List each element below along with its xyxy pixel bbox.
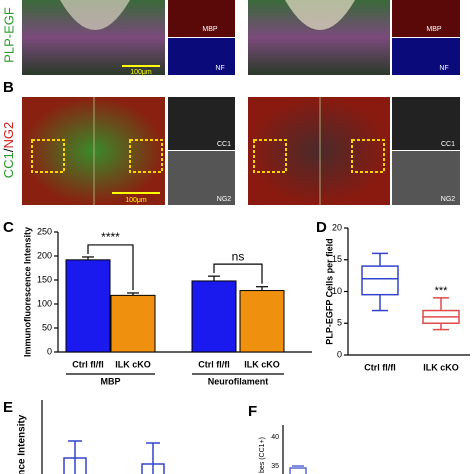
y-tick-label: 15 <box>332 254 342 264</box>
panel-ylabel: CC1/NG2 <box>1 122 16 178</box>
inset-label: NF <box>439 65 448 72</box>
inset-label: NG2 <box>441 196 456 203</box>
panel-ylabel: PLP-EGF <box>1 7 16 63</box>
panel-label: C <box>3 219 14 236</box>
inset-ng2 <box>392 151 460 205</box>
inset-label: CC1 <box>217 141 231 148</box>
inset-nf <box>168 38 235 75</box>
inset-mbp <box>392 0 460 37</box>
x-tick-label: ILK cKO <box>115 359 151 369</box>
y-tick-label: 0 <box>337 349 342 359</box>
y-tick-label: 100 <box>37 298 52 308</box>
axis-label: ence Intensity <box>17 414 28 474</box>
inset-label: NG2 <box>217 196 232 203</box>
inset-label: NF <box>215 65 224 72</box>
y-tick-label: 10 <box>332 286 342 296</box>
box <box>361 265 399 296</box>
box <box>289 467 307 474</box>
roi-box <box>31 139 65 173</box>
inset-cc1 <box>392 97 460 150</box>
y-tick-label: 0 <box>47 346 52 356</box>
inset-label: MBP <box>202 26 218 33</box>
y-tick-label: 150 <box>37 274 52 284</box>
scale-label: 100μm <box>130 69 152 76</box>
significance-label: ns <box>232 249 245 263</box>
panel-label: F <box>248 403 257 420</box>
bar <box>110 294 156 353</box>
roi-box <box>351 139 385 173</box>
x-tick-label: ILK cKO <box>244 359 280 369</box>
significance-bracket <box>87 244 134 290</box>
group-label: Neurofilament <box>208 376 269 386</box>
axis-label: bes (CC1+) <box>259 437 266 473</box>
y-tick-label: 5 <box>337 318 342 328</box>
axis-label: Immunofluorescence Intensity <box>22 227 32 357</box>
inset-nf <box>392 38 460 75</box>
y-tick-label: 200 <box>37 250 52 260</box>
ylabel-sep: / <box>1 148 16 152</box>
box <box>63 457 87 474</box>
micrograph <box>248 97 390 205</box>
ylabel-cc1: CC1 <box>1 152 16 178</box>
significance-label: **** <box>101 230 120 244</box>
micrograph-region <box>60 0 130 30</box>
inset-label: CC1 <box>441 141 455 148</box>
bar <box>65 259 111 353</box>
inset-mbp <box>168 0 235 37</box>
panel-label: B <box>3 79 14 96</box>
group-label: MBP <box>101 376 121 386</box>
y-tick-label: 20 <box>332 222 342 232</box>
y-tick-label: 50 <box>42 322 52 332</box>
panel-label: E <box>3 399 13 416</box>
x-tick-label: Ctrl fl/fl <box>72 359 104 369</box>
box <box>141 463 165 474</box>
roi-box <box>129 139 163 173</box>
panel-a: 100μm MBP NF MBP NF PLP-EGF <box>1 0 460 76</box>
panel-f: F bes (CC1+) 40 35 <box>248 403 307 474</box>
y-tick-label: 250 <box>37 226 52 236</box>
significance-label: *** <box>435 285 449 297</box>
panel-b: B 100μm CC1 NG2 CC1 NG2 CC1/NG2 <box>1 79 460 205</box>
axis-label: PLP-EGFP Cells per field <box>324 238 334 344</box>
scale-label: 100μm <box>125 197 147 204</box>
micrograph-region <box>285 0 355 30</box>
inset-cc1 <box>168 97 235 150</box>
inset-ng2 <box>168 151 235 205</box>
ylabel-ng2: NG2 <box>1 122 16 149</box>
bar <box>191 280 237 353</box>
inset-label: MBP <box>426 26 442 33</box>
x-tick-label: Ctrl fl/fl <box>364 362 396 372</box>
x-tick-label: ILK cKO <box>423 362 459 372</box>
x-tick-label: Ctrl fl/fl <box>198 359 230 369</box>
roi-box <box>253 139 287 173</box>
panel-label: D <box>316 219 327 236</box>
significance-bracket <box>213 263 263 284</box>
bar <box>239 290 285 353</box>
tick-label: 35 <box>271 463 279 470</box>
tick-label: 40 <box>271 434 279 441</box>
panel-e: E ence Intensity <box>3 399 165 474</box>
